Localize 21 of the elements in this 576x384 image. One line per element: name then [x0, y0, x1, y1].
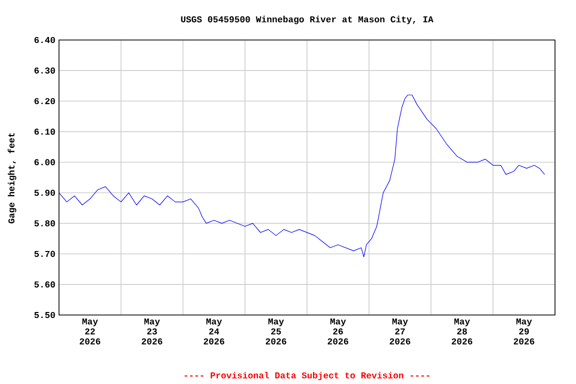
text: ---- Provisional Data Subject to Revision ---- [184, 372, 430, 380]
x-tick-label: May 23 2026 [142, 318, 162, 344]
x-tick-label: May 27 2026 [390, 318, 410, 344]
y-axis-title: Gage height, feet [8, 133, 16, 224]
y-tick-label: 6.10 [34, 128, 55, 135]
y-tick-label: 5.70 [34, 250, 55, 257]
y-tick-label: 5.90 [34, 190, 55, 196]
y-tick-label: 5.50 [34, 312, 55, 318]
y-tick-label: 6.20 [34, 98, 55, 104]
x-tick-label: May 28 2026 [452, 318, 472, 344]
chart-title: USGS 05459500 Winnebago River at Mason City, IA [181, 16, 434, 24]
y-tick-label: 6.00 [34, 159, 55, 166]
x-tick-label: May 22 2026 [80, 318, 100, 344]
x-tick-label: May 26 2026 [328, 318, 348, 344]
y-tick-label: 6.40 [34, 36, 55, 44]
x-tick-label: May 25 2026 [266, 318, 286, 344]
y-tick-label: 5.80 [34, 220, 55, 226]
x-tick-label: May 29 2026 [514, 318, 534, 344]
x-tick-label: May 24 2026 [204, 318, 224, 344]
y-tick-label: 6.30 [34, 68, 55, 74]
y-tick-label: 5.60 [34, 281, 55, 288]
